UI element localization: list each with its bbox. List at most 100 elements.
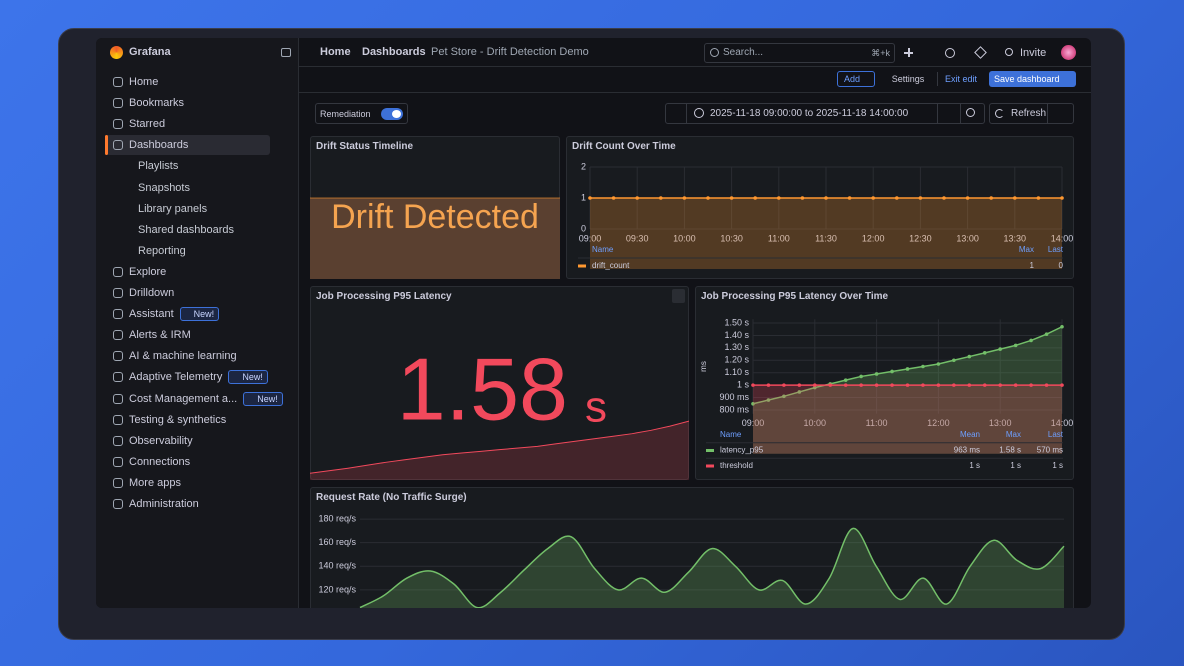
data-point — [777, 196, 781, 200]
legend-stat: 0 — [1059, 261, 1064, 270]
invite-button[interactable]: Invite — [1020, 47, 1047, 59]
logo — [110, 46, 123, 59]
nav-item[interactable]: Testing & synthetics — [129, 413, 227, 426]
nav-item[interactable]: Explore — [129, 265, 167, 278]
panel — [566, 136, 1074, 279]
y-tick-label: 0 — [581, 223, 586, 233]
nav-item[interactable]: Starred — [129, 118, 166, 131]
remediation-switch[interactable] — [315, 103, 408, 124]
nav-subitem[interactable]: Reporting — [138, 244, 186, 257]
divider — [937, 104, 938, 123]
data-point — [918, 196, 923, 200]
legend-header: Name — [592, 245, 614, 254]
panel — [310, 286, 689, 480]
nav-icon — [113, 499, 123, 509]
nav-icon — [113, 414, 123, 425]
clock-icon — [694, 108, 704, 118]
invite-icon[interactable] — [1005, 48, 1013, 56]
data-point — [843, 378, 848, 382]
nav-item[interactable]: Bookmarks — [129, 97, 185, 110]
panel-title: Job Processing P95 Latency Over Time — [701, 291, 889, 302]
nav-item[interactable]: Drilldown — [129, 287, 175, 299]
legend-header: Last — [1048, 430, 1064, 439]
nav-icon — [113, 119, 123, 130]
data-point — [751, 383, 755, 387]
new-badge: New! — [179, 307, 220, 322]
toggle-knob — [392, 110, 401, 118]
exit-edit-button[interactable]: Exit edit — [944, 74, 977, 84]
nav-item[interactable]: AI & machine learning — [129, 350, 237, 363]
data-point — [782, 394, 786, 399]
panel-menu[interactable] — [672, 289, 685, 303]
x-tick-label: 12:30 — [909, 233, 932, 243]
data-point — [905, 383, 910, 387]
data-point — [1029, 338, 1033, 343]
assistant-icon[interactable] — [974, 46, 987, 59]
panel-title: Request Rate (No Traffic Surge) — [316, 492, 467, 503]
data-point — [967, 383, 972, 387]
data-point — [847, 196, 852, 200]
data-point — [1060, 324, 1064, 329]
legend-header: Max — [1019, 245, 1034, 254]
active-highlight — [106, 135, 270, 156]
data-point — [936, 383, 941, 387]
nav-item[interactable]: Adaptive Telemetry — [129, 371, 223, 384]
stat-unit: s — [585, 383, 607, 432]
nav-item[interactable]: Alerts & IRM — [129, 329, 191, 342]
nav-icon — [113, 98, 123, 109]
nav-item[interactable]: Observability — [129, 434, 193, 447]
series-line — [359, 527, 1065, 608]
breadcrumb[interactable]: Dashboards — [362, 46, 426, 58]
search-placeholder: Search... — [723, 47, 764, 58]
breadcrumb[interactable]: Home — [320, 46, 351, 58]
y-tick-label: 1.20 s — [724, 355, 749, 365]
new-badge: New! — [228, 370, 268, 385]
nav-icon — [113, 456, 123, 467]
nav-item[interactable]: Home — [129, 76, 159, 88]
nav-subitem[interactable]: Library panels — [138, 202, 208, 215]
legend-name: threshold — [720, 461, 753, 470]
data-point — [1013, 196, 1017, 200]
x-tick-label: 14:00 — [1051, 233, 1074, 243]
nav-item[interactable]: Administration — [129, 498, 199, 510]
refresh-picker[interactable] — [989, 103, 1074, 124]
sidebar — [96, 38, 299, 608]
nav-item[interactable]: Assistant — [129, 308, 174, 321]
nav-item[interactable]: Connections — [129, 455, 191, 468]
data-point — [797, 390, 802, 394]
help-icon[interactable] — [945, 48, 955, 58]
data-point — [828, 383, 833, 387]
nav-item[interactable]: More apps — [129, 476, 181, 489]
nav-subitem[interactable]: Snapshots — [138, 181, 190, 194]
search-box[interactable] — [704, 43, 895, 63]
legend-stat: 1 s — [1010, 461, 1021, 470]
x-tick-label: 11:00 — [768, 233, 790, 243]
nav-icon — [113, 309, 123, 320]
nav-item[interactable]: Dashboards — [129, 139, 189, 152]
legend-name: drift_count — [592, 261, 630, 270]
data-point — [1044, 332, 1049, 337]
series-area — [753, 326, 1062, 454]
nav-subitem[interactable]: Shared dashboards — [138, 223, 235, 236]
nav-item[interactable]: Cost Management a... — [129, 392, 238, 405]
data-point — [824, 196, 828, 200]
zoom-out-icon[interactable] — [966, 108, 975, 117]
time-picker[interactable] — [665, 103, 985, 124]
panel — [310, 487, 1074, 608]
nav-subitem[interactable]: Playlists — [138, 160, 179, 173]
dock-button[interactable] — [281, 48, 291, 57]
save-dashboard-button[interactable]: Save dashboard — [989, 71, 1076, 87]
refresh-button[interactable]: Refresh — [1011, 108, 1047, 119]
data-point — [921, 383, 925, 387]
avatar[interactable] — [1061, 45, 1076, 60]
settings-button[interactable]: Settings — [891, 74, 925, 84]
panel-graphics: 120 req/s 140 req/s 160 req/s 180 req/s — [318, 513, 1065, 608]
data-point — [982, 383, 987, 387]
data-point — [766, 383, 771, 387]
y-tick-label: 1 s — [737, 380, 750, 390]
data-point — [751, 401, 755, 406]
divider — [686, 104, 687, 123]
data-point — [843, 383, 848, 387]
add-button[interactable]: Add — [837, 71, 875, 87]
legend-header: Last — [1048, 245, 1064, 254]
